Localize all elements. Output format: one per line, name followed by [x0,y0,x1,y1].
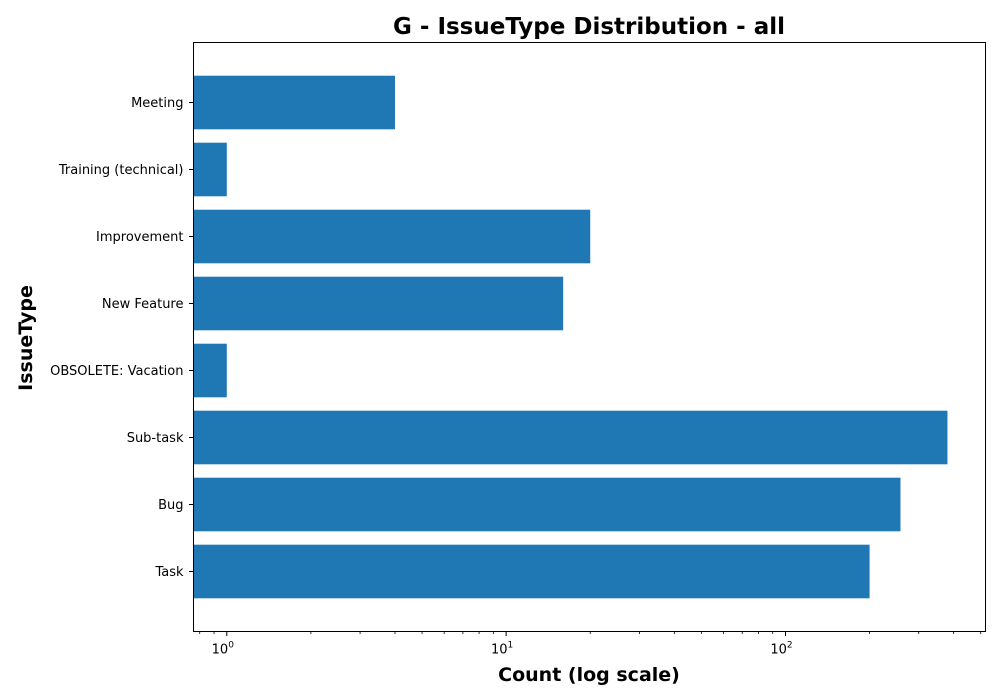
bar-new-feature [193,276,564,331]
y-tick-label: Task [154,565,184,580]
y-axis: Meeting Training (technical) Improvement Ne… [50,96,194,580]
y-tick-label: New Feature [102,297,184,312]
bar-meeting [193,75,395,130]
x-tick-label: 100 [212,641,235,658]
y-tick-label: Training (technical) [58,163,184,178]
chart-title: G - IssueType Distribution - all [393,14,785,40]
bar-training-technical [193,142,227,197]
x-axis: 100 101 102 [199,631,982,658]
y-tick-label: Meeting [131,96,183,111]
y-axis-label: IssueType [15,285,37,391]
bar-task [193,544,870,599]
y-tick-label: Sub-task [127,431,184,446]
bar-sub-task [193,410,948,465]
y-tick-label: Improvement [96,230,183,245]
bar-obsolete-vacation [193,343,227,398]
plot-frame [193,42,986,632]
y-tick-label: OBSOLETE: Vacation [50,364,183,379]
y-tick-label: Bug [158,498,183,513]
bar-bug [193,477,901,532]
x-tick-label: 102 [770,641,792,658]
x-axis-label: Count (log scale) [498,664,680,686]
x-tick-label: 101 [491,641,513,658]
bars-group [193,75,948,599]
bar-improvement [193,209,591,264]
